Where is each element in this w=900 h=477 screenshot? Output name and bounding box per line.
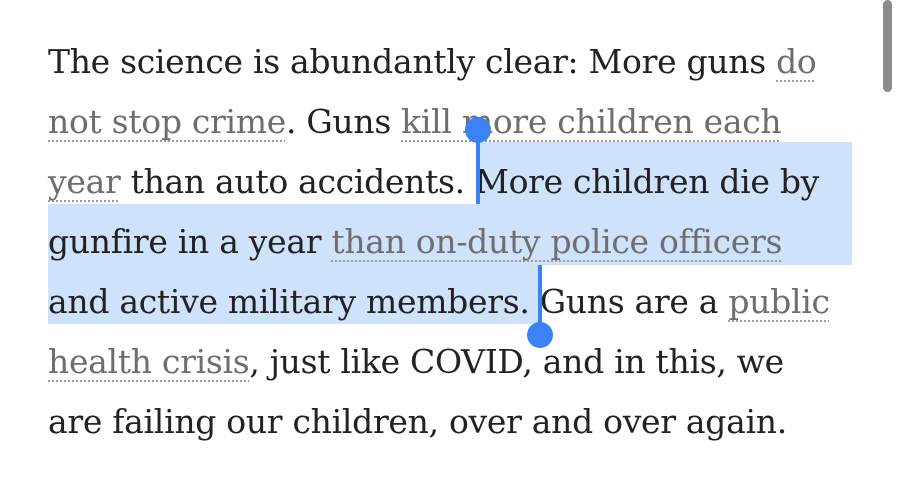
- link-kill-more-children[interactable]: year: [48, 162, 121, 201]
- body-text: are failing our children, over and over …: [48, 402, 787, 441]
- body-text: The science is abundantly clear: More gu…: [48, 42, 777, 81]
- selection-start-caret: [476, 132, 480, 204]
- body-text: than auto accidents.: [120, 162, 476, 201]
- link-do-not-stop-crime[interactable]: not stop crime: [48, 102, 286, 141]
- text-selection-highlight: [48, 265, 540, 324]
- link-do-not-stop-crime[interactable]: do: [776, 42, 817, 81]
- selection-start-handle[interactable]: [465, 117, 491, 143]
- vertical-scrollbar[interactable]: [883, 0, 892, 92]
- paragraph-line: gunfire in a year than on-duty police of…: [48, 212, 782, 272]
- paragraph-line: not stop crime. Guns kill more children …: [48, 92, 782, 152]
- body-text: , just like COVID, and in this, we: [249, 342, 784, 381]
- link-public-health-crisis[interactable]: public: [728, 282, 830, 321]
- body-text: . Guns: [285, 102, 402, 141]
- link-public-health-crisis[interactable]: health crisis: [48, 342, 250, 381]
- selected-text: More children die by: [475, 162, 820, 201]
- body-text: Guns are a: [529, 282, 729, 321]
- link-police-officers[interactable]: than on-duty police officers: [331, 222, 783, 261]
- text-selection-highlight: [480, 142, 852, 204]
- selection-end-caret: [538, 265, 542, 333]
- paragraph-line: The science is abundantly clear: More gu…: [48, 32, 817, 92]
- selected-text: gunfire in a year: [48, 222, 332, 261]
- paragraph-line: year than auto accidents. More children …: [48, 152, 819, 212]
- paragraph-line: health crisis, just like COVID, and in t…: [48, 332, 784, 392]
- selected-text: and active military members.: [48, 282, 530, 321]
- selection-end-handle[interactable]: [527, 322, 553, 348]
- text-selection-highlight: [48, 204, 852, 265]
- paragraph-line: are failing our children, over and over …: [48, 392, 787, 452]
- link-kill-more-children[interactable]: kill more children each: [401, 102, 782, 141]
- paragraph-line: and active military members. Guns are a …: [48, 272, 830, 332]
